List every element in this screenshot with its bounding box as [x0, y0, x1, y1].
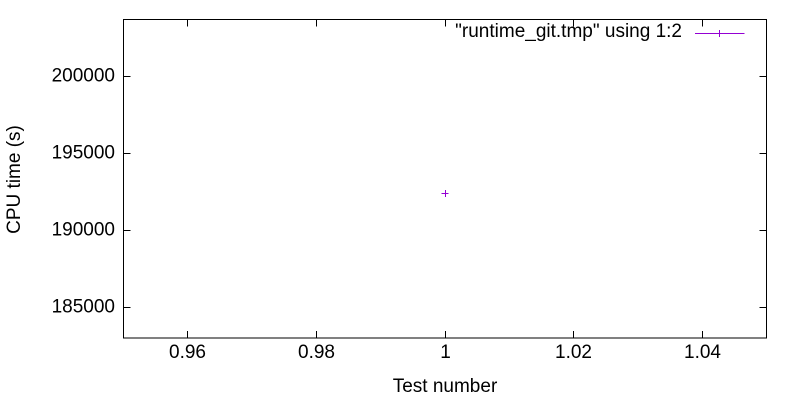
svg-text:0.98: 0.98: [298, 342, 335, 363]
svg-text:185000: 185000: [52, 297, 115, 318]
svg-text:Test number: Test number: [393, 376, 498, 397]
svg-text:0.96: 0.96: [169, 342, 206, 363]
svg-text:195000: 195000: [52, 143, 115, 164]
svg-text:1.04: 1.04: [684, 342, 721, 363]
svg-text:"runtime_git.tmp" using 1:2: "runtime_git.tmp" using 1:2: [455, 21, 682, 42]
svg-text:1.02: 1.02: [555, 342, 592, 363]
svg-text:CPU time (s): CPU time (s): [4, 125, 25, 234]
svg-text:200000: 200000: [52, 66, 115, 87]
svg-text:1: 1: [440, 342, 451, 363]
svg-text:190000: 190000: [52, 220, 115, 241]
